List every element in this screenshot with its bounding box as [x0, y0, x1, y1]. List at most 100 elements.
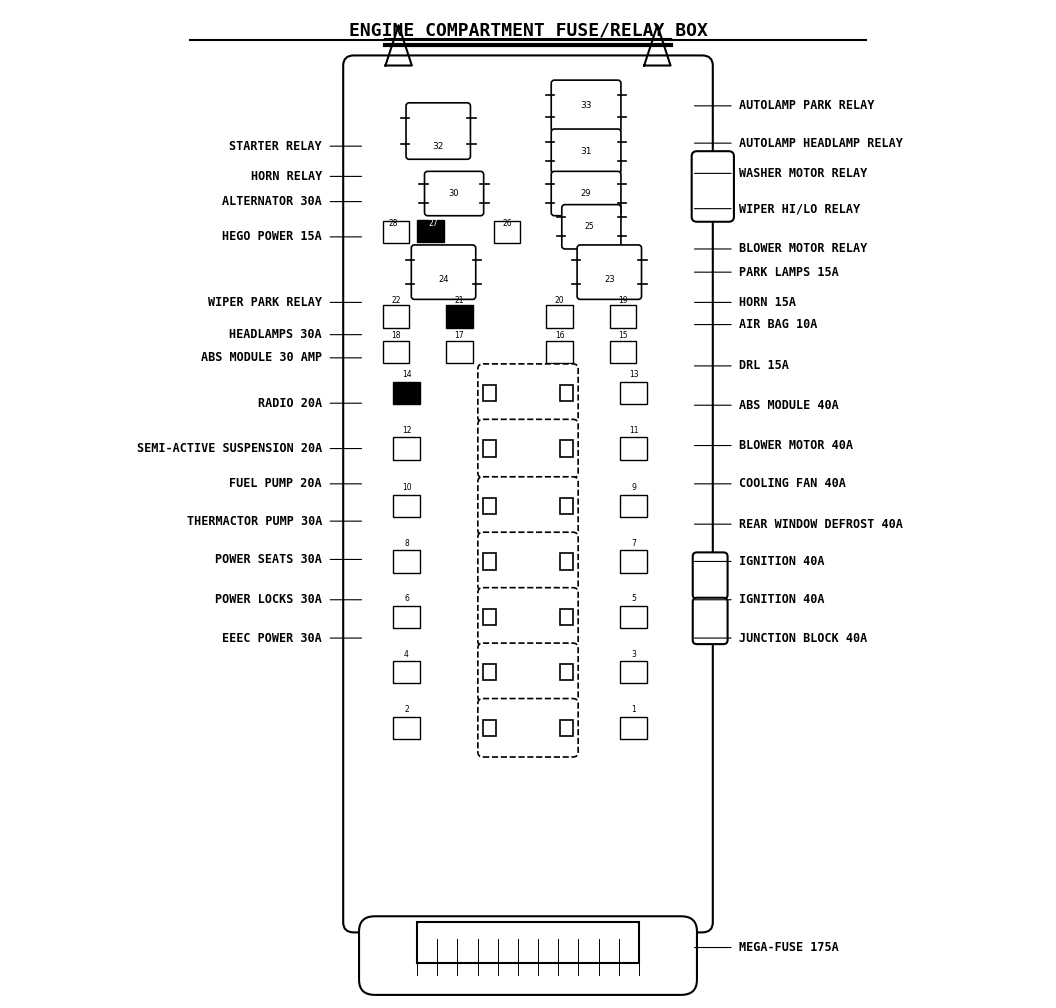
FancyBboxPatch shape — [578, 245, 642, 299]
Text: IGNITION 40A: IGNITION 40A — [739, 594, 825, 606]
Bar — [417, 220, 444, 242]
Text: 3: 3 — [631, 650, 636, 658]
Bar — [484, 440, 496, 457]
Text: PARK LAMPS 15A: PARK LAMPS 15A — [739, 266, 838, 278]
Text: DRL 15A: DRL 15A — [739, 360, 789, 372]
Bar — [547, 305, 572, 328]
Bar — [484, 498, 496, 514]
Bar — [383, 221, 410, 243]
Text: 24: 24 — [438, 275, 449, 283]
Text: 25: 25 — [584, 223, 595, 231]
Text: 9: 9 — [631, 484, 636, 492]
Text: EEEC POWER 30A: EEEC POWER 30A — [223, 632, 322, 644]
FancyBboxPatch shape — [425, 171, 484, 216]
Text: WIPER HI/LO RELAY: WIPER HI/LO RELAY — [739, 203, 861, 215]
FancyBboxPatch shape — [343, 55, 713, 932]
FancyBboxPatch shape — [478, 364, 579, 422]
Text: HEGO POWER 15A: HEGO POWER 15A — [223, 231, 322, 243]
Text: 16: 16 — [554, 332, 565, 340]
Bar — [560, 553, 572, 570]
Text: 27: 27 — [428, 220, 438, 228]
Bar — [417, 922, 639, 963]
Text: 29: 29 — [581, 190, 591, 198]
FancyBboxPatch shape — [478, 643, 579, 702]
FancyBboxPatch shape — [562, 205, 621, 249]
Text: AUTOLAMP PARK RELAY: AUTOLAMP PARK RELAY — [739, 100, 874, 112]
Text: 5: 5 — [631, 595, 636, 603]
Text: HORN RELAY: HORN RELAY — [251, 170, 322, 182]
Text: 15: 15 — [618, 332, 628, 340]
Bar — [621, 382, 646, 404]
Text: 33: 33 — [581, 102, 591, 110]
Text: 1: 1 — [631, 706, 636, 714]
Bar — [484, 609, 496, 625]
Text: 6: 6 — [404, 595, 409, 603]
Text: HEADLAMPS 30A: HEADLAMPS 30A — [229, 329, 322, 341]
Text: 12: 12 — [402, 426, 411, 434]
Text: 11: 11 — [629, 426, 638, 434]
Bar — [560, 664, 572, 680]
FancyBboxPatch shape — [693, 552, 728, 599]
Text: 17: 17 — [454, 332, 465, 340]
Text: ALTERNATOR 30A: ALTERNATOR 30A — [223, 196, 322, 208]
Text: ABS MODULE 30 AMP: ABS MODULE 30 AMP — [201, 352, 322, 364]
FancyBboxPatch shape — [359, 916, 697, 995]
Text: WIPER PARK RELAY: WIPER PARK RELAY — [208, 296, 322, 308]
FancyBboxPatch shape — [551, 80, 621, 132]
Text: BLOWER MOTOR 40A: BLOWER MOTOR 40A — [739, 439, 853, 452]
Text: 14: 14 — [401, 371, 412, 379]
Bar — [560, 720, 572, 736]
Text: AIR BAG 10A: AIR BAG 10A — [739, 319, 817, 331]
Text: 23: 23 — [604, 275, 615, 283]
FancyBboxPatch shape — [478, 699, 579, 757]
Text: COOLING FAN 40A: COOLING FAN 40A — [739, 478, 846, 490]
Text: 26: 26 — [502, 220, 512, 228]
Text: 13: 13 — [628, 371, 639, 379]
FancyBboxPatch shape — [478, 588, 579, 646]
Bar — [621, 717, 646, 739]
Bar — [484, 553, 496, 570]
Text: MEGA-FUSE 175A: MEGA-FUSE 175A — [739, 941, 838, 954]
Text: 21: 21 — [455, 296, 464, 304]
Bar — [393, 437, 420, 460]
FancyBboxPatch shape — [692, 151, 734, 222]
Bar — [547, 341, 572, 363]
Text: REAR WINDOW DEFROST 40A: REAR WINDOW DEFROST 40A — [739, 518, 903, 530]
Bar — [621, 550, 646, 573]
FancyBboxPatch shape — [551, 171, 621, 216]
Bar — [484, 385, 496, 401]
Text: 31: 31 — [581, 147, 591, 155]
Bar — [393, 606, 420, 628]
Text: ABS MODULE 40A: ABS MODULE 40A — [739, 399, 838, 411]
Bar — [493, 221, 520, 243]
FancyBboxPatch shape — [693, 598, 728, 644]
Bar — [393, 382, 420, 404]
Bar — [393, 717, 420, 739]
Text: 30: 30 — [449, 190, 459, 198]
Text: BLOWER MOTOR RELAY: BLOWER MOTOR RELAY — [739, 243, 867, 255]
Bar — [560, 498, 572, 514]
FancyBboxPatch shape — [478, 532, 579, 591]
Text: IGNITION 40A: IGNITION 40A — [739, 555, 825, 568]
Text: 22: 22 — [392, 296, 400, 304]
FancyBboxPatch shape — [478, 477, 579, 535]
FancyBboxPatch shape — [478, 419, 579, 478]
Text: 28: 28 — [389, 220, 397, 228]
Bar — [621, 495, 646, 517]
Text: THERMACTOR PUMP 30A: THERMACTOR PUMP 30A — [187, 515, 322, 527]
Text: SEMI-ACTIVE SUSPENSION 20A: SEMI-ACTIVE SUSPENSION 20A — [137, 443, 322, 455]
Text: POWER LOCKS 30A: POWER LOCKS 30A — [215, 594, 322, 606]
Text: FUEL PUMP 20A: FUEL PUMP 20A — [229, 478, 322, 490]
Text: 19: 19 — [618, 296, 628, 304]
FancyBboxPatch shape — [411, 245, 475, 299]
Bar — [610, 305, 636, 328]
Bar — [446, 341, 473, 363]
Bar — [383, 341, 410, 363]
Text: 10: 10 — [401, 484, 412, 492]
Text: WASHER MOTOR RELAY: WASHER MOTOR RELAY — [739, 167, 867, 179]
Bar — [621, 437, 646, 460]
Text: JUNCTION BLOCK 40A: JUNCTION BLOCK 40A — [739, 632, 867, 644]
Text: 32: 32 — [433, 142, 444, 150]
Text: 7: 7 — [631, 539, 636, 547]
Text: 20: 20 — [554, 296, 565, 304]
